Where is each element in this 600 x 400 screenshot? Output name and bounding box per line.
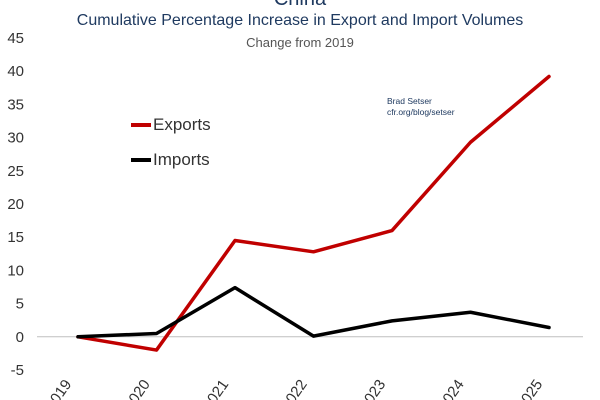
legend-swatch-imports — [131, 158, 151, 162]
y-tick-label: 15 — [7, 229, 24, 246]
legend-swatch-exports — [131, 123, 151, 127]
x-tick-label: 2025 — [513, 377, 546, 400]
y-tick-label: 30 — [7, 130, 24, 147]
y-tick-label: 5 — [16, 296, 24, 313]
legend-label-exports: Exports — [153, 115, 211, 134]
series-line-imports — [76, 285, 551, 339]
y-tick-label: 40 — [7, 63, 24, 80]
legend-item-exports: Exports — [131, 115, 211, 135]
y-tick-label: 10 — [7, 262, 24, 279]
x-tick-label: 2020 — [121, 377, 154, 400]
chart-title: China — [274, 0, 326, 11]
credit-author: Brad Setser — [387, 96, 432, 106]
x-tick-label: 2023 — [356, 377, 389, 400]
x-tick-label: 2019 — [42, 377, 75, 400]
y-tick-label: 25 — [7, 163, 24, 180]
y-tick-label: 20 — [7, 196, 24, 213]
series-line-exports — [76, 74, 551, 352]
legend-label-imports: Imports — [153, 150, 210, 169]
y-tick-label: 35 — [7, 96, 24, 113]
legend-item-imports: Imports — [131, 150, 210, 170]
y-tick-label: -5 — [11, 362, 24, 379]
y-tick-label: 0 — [16, 329, 24, 346]
x-tick-label: 2022 — [278, 377, 311, 400]
chart-note: Change from 2019 — [246, 35, 354, 50]
y-tick-label: 45 — [7, 30, 24, 47]
x-tick-label: 2024 — [435, 377, 468, 400]
credit-url: cfr.org/blog/setser — [387, 107, 455, 117]
x-tick-label: 2021 — [199, 377, 232, 400]
chart-subtitle: Cumulative Percentage Increase in Export… — [76, 12, 524, 29]
